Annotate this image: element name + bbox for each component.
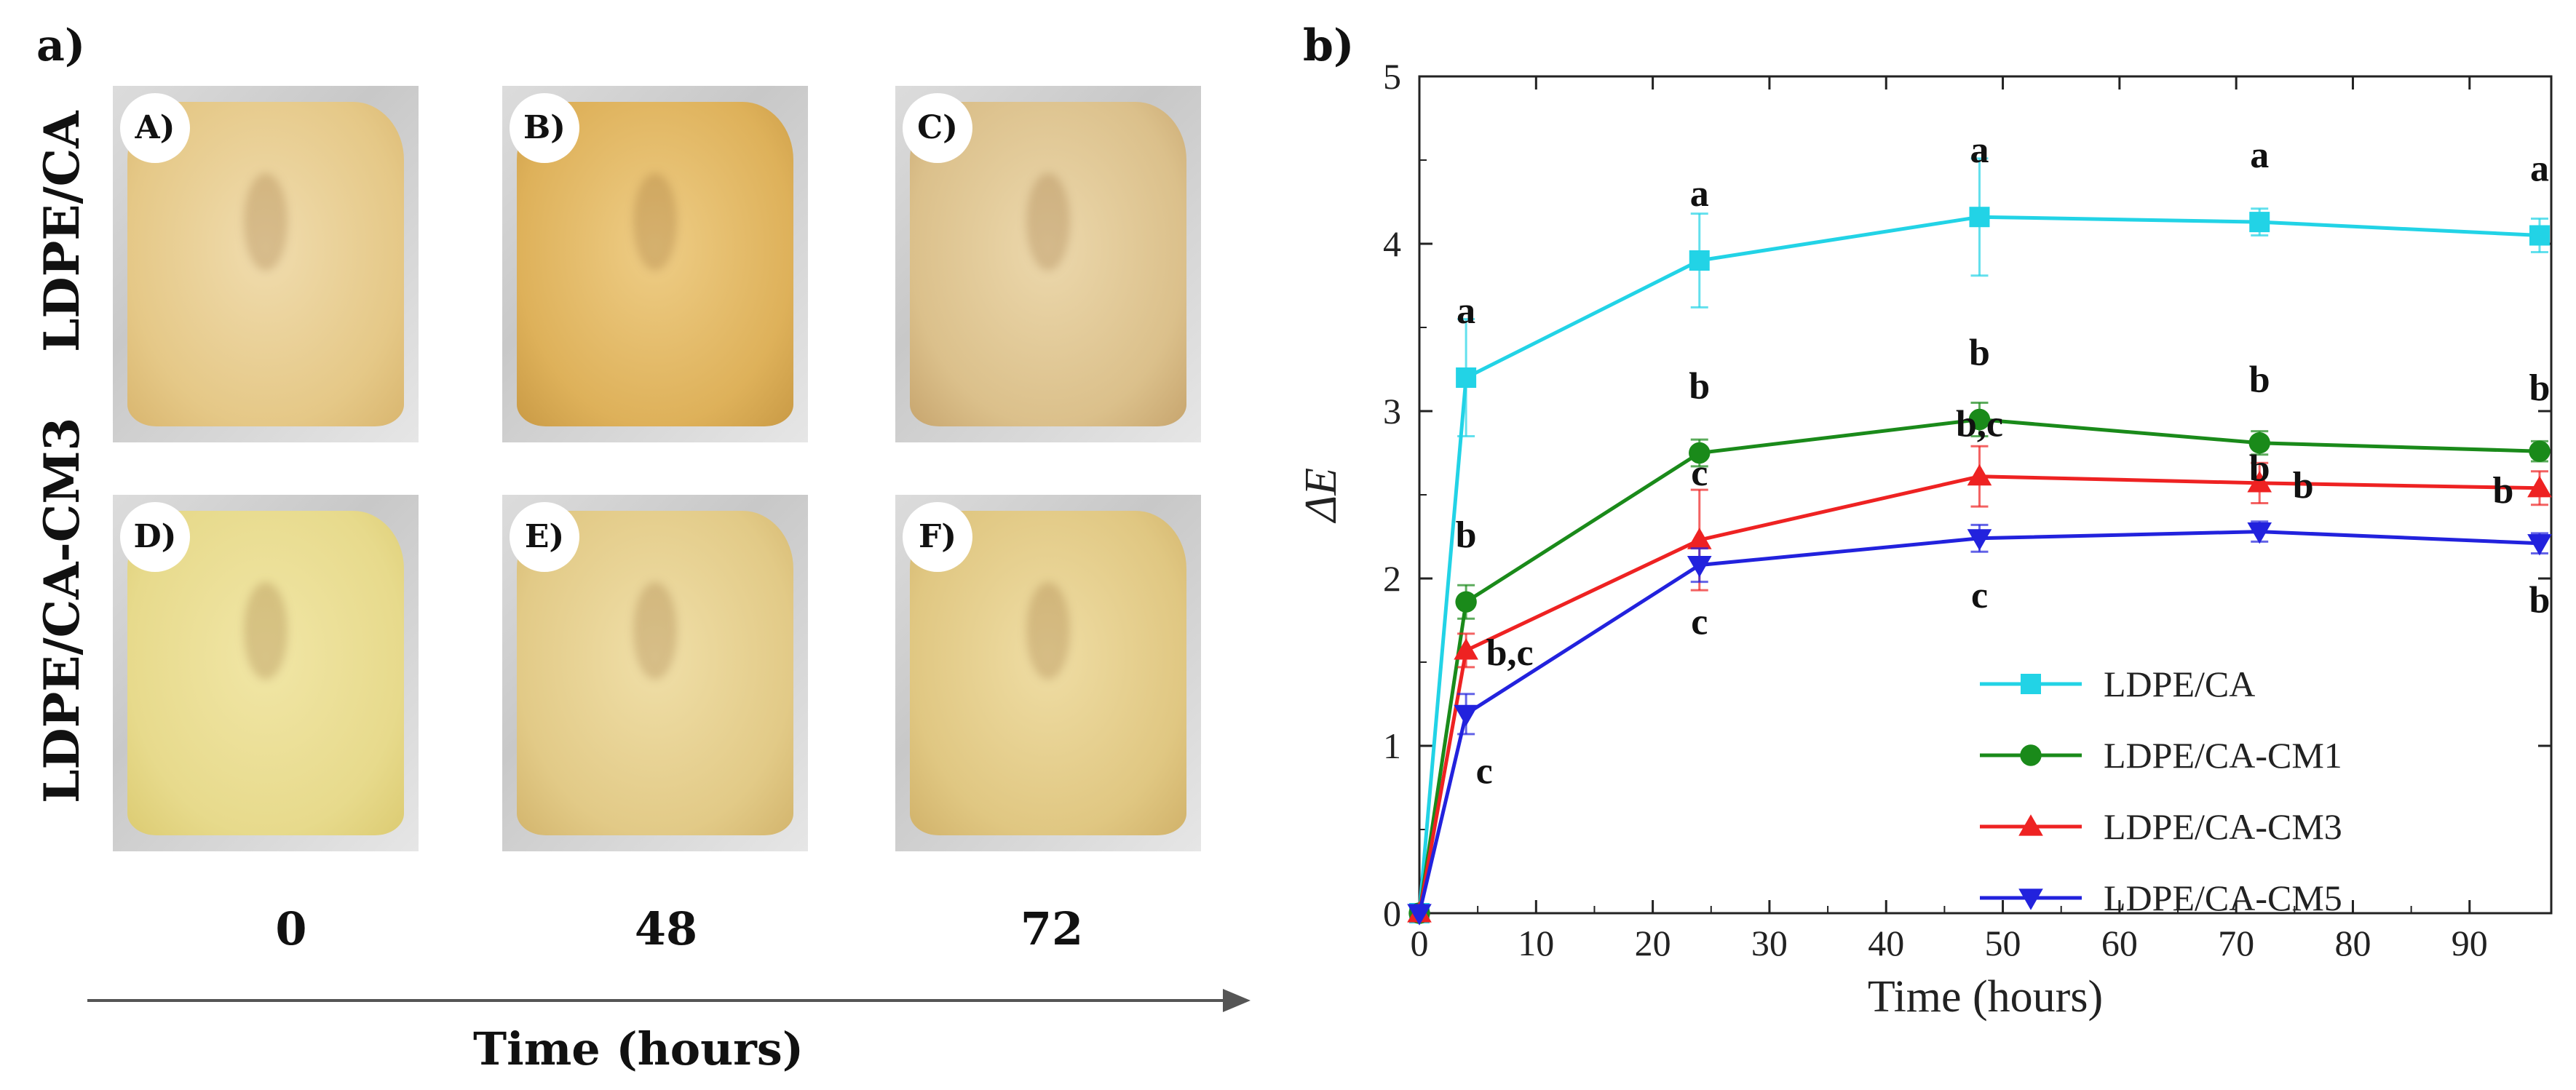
series-ldpe-ca: a a a a a: [1409, 130, 2550, 923]
photo-b: B): [502, 86, 808, 442]
data-point: [2248, 432, 2270, 454]
significance-letter: a: [1970, 130, 1989, 171]
time-axis-title: Time (hours): [473, 1022, 804, 1075]
data-point: [1687, 556, 1712, 578]
data-point: [1689, 442, 1711, 464]
significance-letter: c: [1691, 453, 1708, 494]
significance-letter: b,c: [1956, 404, 2003, 445]
significance-letter: b: [1969, 333, 1990, 374]
significance-letter: b: [2529, 367, 2551, 409]
x-tick-label: 0: [1411, 923, 1429, 963]
x-tick-label: 80: [2334, 923, 2371, 963]
photo-badge: E): [510, 502, 579, 572]
y-tick-label: 0: [1383, 893, 1401, 934]
significance-letter: b,c: [1486, 632, 1534, 674]
significance-letter: c: [1691, 602, 1708, 643]
legend-entry: LDPE/CA-CM5: [2104, 878, 2342, 918]
significance-letter: b: [2293, 465, 2314, 506]
data-point: [1969, 207, 1990, 228]
data-point: [2529, 440, 2551, 462]
significance-letter: b: [2249, 359, 2270, 401]
data-point: [1968, 408, 1991, 431]
data-point: [1454, 704, 1478, 727]
data-point: [1967, 529, 1992, 551]
data-point: [1456, 367, 1477, 388]
y-tick-label: 5: [1383, 56, 1401, 97]
panel-a-label: a): [36, 20, 86, 71]
significance-letter: b: [1456, 514, 1477, 556]
series-line: [1417, 530, 2540, 914]
x-tick-label: 60: [2101, 923, 2138, 963]
data-point: [1967, 464, 1992, 486]
panel-b-label: b): [1303, 20, 1355, 71]
legend-marker: [2021, 674, 2041, 694]
series-line: [1417, 215, 2540, 914]
x-axis-title: Time (hours): [1868, 972, 2103, 1022]
data-point: [2247, 471, 2272, 493]
significance-letter: c: [1476, 750, 1493, 792]
y-tick-label: 1: [1383, 725, 1401, 766]
photo-e: E): [502, 495, 808, 851]
row-label-ldpe-ca-cm3: LDPE/CA-CM3: [33, 417, 90, 803]
x-tick-label: 50: [1985, 923, 2021, 963]
plot-frame: [1418, 75, 2553, 915]
photo-badge: F): [903, 502, 972, 572]
significance-letter: b: [2529, 580, 2551, 621]
photo-d: D): [113, 495, 419, 851]
data-point: [1454, 638, 1478, 660]
significance-letter: a: [1690, 173, 1709, 215]
series-ldpe-ca-cm3: b,ccb,cb b: [1407, 404, 2552, 923]
significance-letter: b: [2249, 448, 2270, 490]
data-point: [2529, 225, 2550, 246]
y-tick-label: 4: [1383, 223, 1401, 264]
y-axis-title: ΔE: [1296, 468, 1346, 524]
x-tick-label: 90: [2452, 923, 2488, 963]
x-tick-label: 20: [1635, 923, 1671, 963]
photo-badge: B): [510, 93, 579, 163]
photo-badge: A): [120, 93, 190, 163]
significance-letter: a: [2250, 135, 2269, 176]
significance-letter: a: [2530, 148, 2549, 190]
data-point: [1407, 904, 1432, 926]
data-point: [1687, 528, 1712, 549]
data-point: [2527, 534, 2552, 556]
legend-entry: LDPE/CA-CM3: [2104, 806, 2342, 847]
time-arrow-icon: [87, 989, 1251, 1012]
legend-marker: [2018, 888, 2043, 910]
x-tick-label: 10: [1518, 923, 1554, 963]
significance-letter: b: [1689, 366, 1710, 407]
legend-marker: [2020, 744, 2042, 766]
data-point: [1689, 250, 1710, 271]
x-tick-label: 70: [2218, 923, 2254, 963]
photo-badge: C): [903, 93, 972, 163]
time-tick-48: 48: [634, 902, 698, 955]
data-point: [1455, 591, 1477, 613]
photo-f: F): [895, 495, 1201, 851]
legend-entry: LDPE/CA-CM1: [2104, 735, 2342, 776]
significance-letter: b: [2493, 470, 2514, 512]
time-tick-72: 72: [1020, 902, 1084, 955]
x-tick-label: 30: [1751, 923, 1788, 963]
data-point: [2527, 476, 2552, 498]
photo-a: A): [113, 86, 419, 442]
row-label-ldpe-ca: LDPE/CA: [33, 111, 90, 352]
legend-marker: [2018, 814, 2043, 836]
data-point: [2247, 522, 2272, 544]
photo-c: C): [895, 86, 1201, 442]
data-point: [2249, 212, 2270, 233]
y-tick-label: 3: [1383, 391, 1401, 431]
x-tick-label: 40: [1868, 923, 1904, 963]
significance-letter: a: [1457, 290, 1475, 332]
time-tick-0: 0: [275, 902, 307, 955]
photo-badge: D): [120, 502, 190, 572]
legend-entry: LDPE/CA: [2104, 664, 2255, 704]
y-tick-label: 2: [1383, 558, 1401, 599]
significance-letter: c: [1971, 575, 1988, 616]
